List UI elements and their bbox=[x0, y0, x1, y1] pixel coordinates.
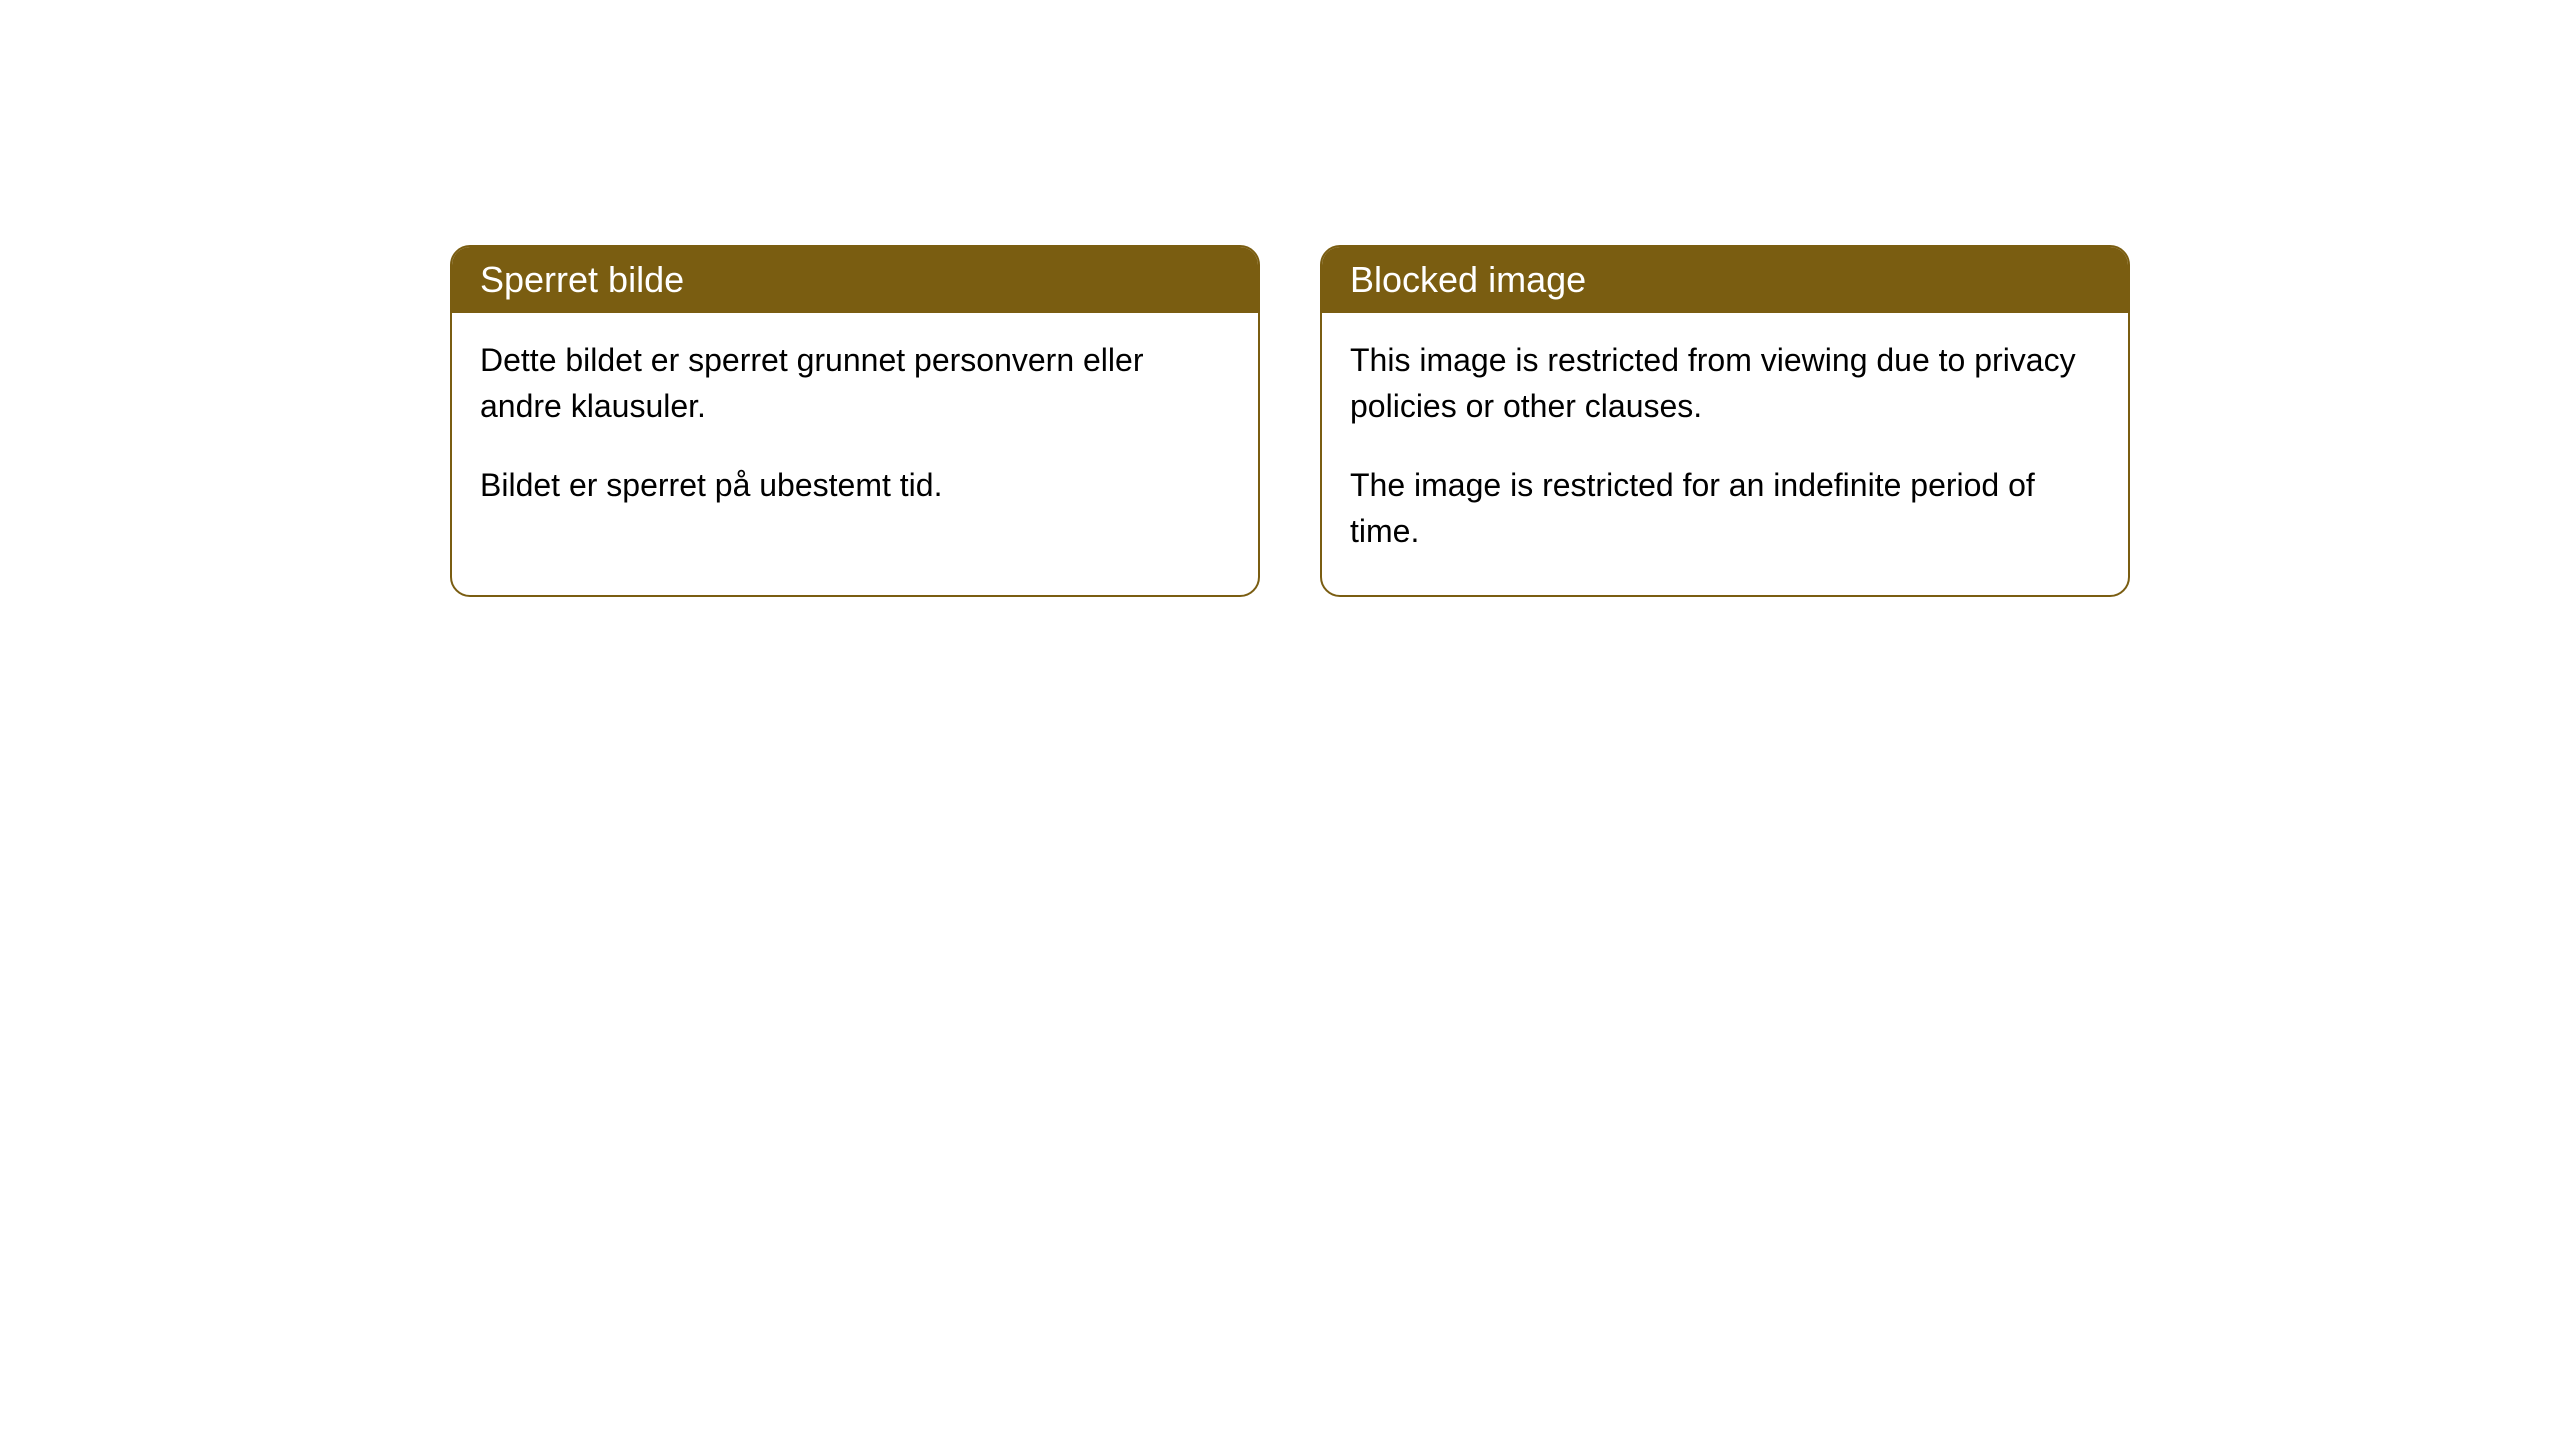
card-header: Sperret bilde bbox=[452, 247, 1258, 313]
card-body: This image is restricted from viewing du… bbox=[1322, 313, 2128, 595]
card-body: Dette bildet er sperret grunnet personve… bbox=[452, 313, 1258, 548]
card-title: Blocked image bbox=[1350, 259, 1586, 300]
card-paragraph: This image is restricted from viewing du… bbox=[1350, 337, 2100, 430]
notice-card-english: Blocked image This image is restricted f… bbox=[1320, 245, 2130, 597]
card-paragraph: Bildet er sperret på ubestemt tid. bbox=[480, 462, 1230, 508]
card-paragraph: Dette bildet er sperret grunnet personve… bbox=[480, 337, 1230, 430]
notice-cards-container: Sperret bilde Dette bildet er sperret gr… bbox=[0, 0, 2560, 597]
card-paragraph: The image is restricted for an indefinit… bbox=[1350, 462, 2100, 555]
card-title: Sperret bilde bbox=[480, 259, 684, 300]
notice-card-norwegian: Sperret bilde Dette bildet er sperret gr… bbox=[450, 245, 1260, 597]
card-header: Blocked image bbox=[1322, 247, 2128, 313]
